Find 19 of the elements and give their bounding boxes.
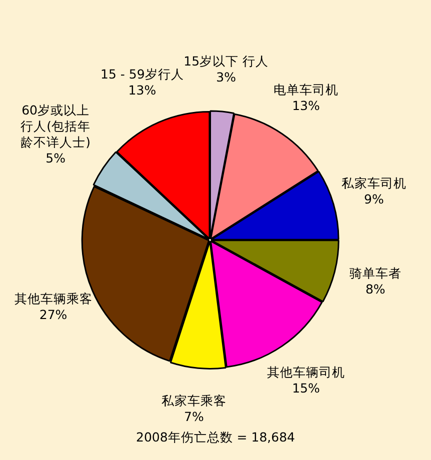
slice-label: 其他车辆司机 xyxy=(266,364,345,380)
data-label: 5% xyxy=(46,150,66,166)
data-label: 7% xyxy=(184,409,204,424)
slice-label: 骑单车者 xyxy=(349,266,402,281)
slice-label: 其他车辆乘客 xyxy=(14,291,92,306)
text: 2008年伤亡总数 = 18,684 xyxy=(136,429,296,444)
data-label: 27% xyxy=(39,307,68,322)
data-label: 3% xyxy=(216,69,236,84)
slice-label: 私家车司机 xyxy=(341,176,406,191)
data-label: 8% xyxy=(365,282,386,297)
slice-label: 15 - 59岁行人 xyxy=(100,66,184,82)
data-label: 13% xyxy=(128,82,156,98)
slice-label: 私家车乘客 xyxy=(161,393,226,408)
data-label: 13% xyxy=(292,98,320,114)
slice-label: 电单车司机 xyxy=(273,82,338,98)
data-label: 9% xyxy=(364,192,384,207)
slice-label: 15岁以下 行人 xyxy=(184,53,269,68)
data-label: 15% xyxy=(292,380,320,396)
slice-label: 60岁或以上行人(包括年龄不详人士) xyxy=(20,102,90,150)
